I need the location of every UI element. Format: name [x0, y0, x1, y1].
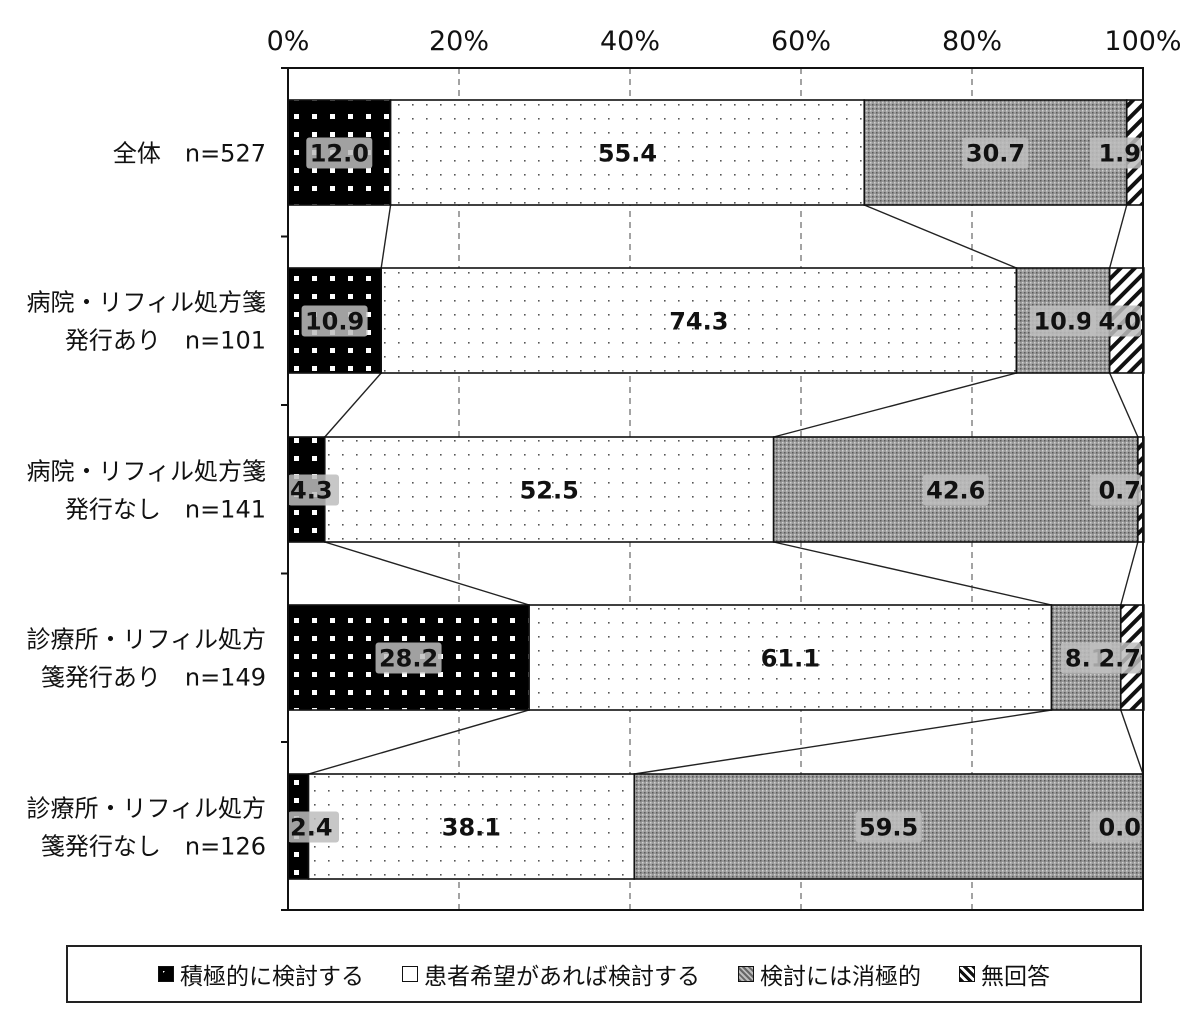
value-label-bg	[962, 137, 1029, 169]
value-label: 10.9	[1033, 308, 1092, 336]
bar-segment	[389, 99, 866, 206]
series-line	[380, 204, 392, 269]
value-label: 74.3	[669, 308, 728, 336]
legend-label: 積極的に検討する	[180, 964, 364, 990]
value-label-bg	[1090, 474, 1141, 506]
series-connector-lines	[308, 204, 1144, 775]
legend-item: 無回答	[959, 957, 1050, 991]
x-tick-label: 80%	[942, 26, 1002, 57]
category-label: 発行あり n=101	[65, 327, 266, 355]
x-tick-label: 20%	[429, 26, 489, 57]
value-label: 2.4	[290, 814, 333, 842]
category-label: 病院・リフィル処方箋	[26, 458, 266, 486]
series-line	[773, 372, 1017, 438]
series-line	[864, 204, 1017, 269]
value-label: 2.7	[1098, 645, 1141, 673]
value-label: 42.6	[926, 477, 985, 505]
bar-segment	[323, 436, 775, 543]
category-label: 全体 n=527	[113, 140, 266, 168]
value-label: 38.1	[442, 814, 501, 842]
axes: 0% 20% 40% 60% 80% 100%全体 n=527病院・リフィル処方箋発行あり…	[26, 26, 1182, 911]
x-tick-label: 100%	[1104, 26, 1181, 57]
value-label-bg	[301, 305, 368, 337]
value-label: 30.7	[966, 140, 1025, 168]
plot-frame	[287, 67, 1144, 911]
value-label: 0.7	[1098, 477, 1141, 505]
value-label-bg	[1090, 811, 1141, 843]
value-label-bg	[922, 474, 989, 506]
value-label-bg	[855, 811, 922, 843]
value-label-bg	[1090, 305, 1141, 337]
legend: 積極的に検討する 患者希望があれば検討する 検討には消極的 無回答	[66, 945, 1142, 1003]
value-label-bg	[1030, 305, 1097, 337]
category-label: 診療所・リフィル処方	[26, 795, 266, 823]
value-label: 4.3	[290, 477, 333, 505]
category-label: 発行なし n=141	[65, 496, 266, 524]
value-label-bg	[288, 811, 339, 843]
value-label-bg	[1090, 137, 1141, 169]
value-label-bg	[306, 137, 373, 169]
bar-segment	[380, 267, 1018, 374]
value-label: 0.0	[1098, 814, 1141, 842]
legend-label: 検討には消極的	[760, 964, 921, 990]
legend-label: 患者希望があれば検討する	[424, 964, 700, 990]
series-line	[308, 709, 530, 775]
bar-segment	[528, 604, 1053, 711]
legend-swatch	[738, 966, 754, 982]
value-label-bg	[375, 642, 442, 674]
series-line	[324, 372, 382, 438]
legend-swatch	[402, 966, 418, 982]
value-labels: 12.0 55.4 30.7 1.910.9 74.3 10.9 4.04.3 52.5 42.…	[288, 137, 1141, 843]
series-line	[773, 541, 1052, 606]
value-label: 28.2	[379, 645, 438, 673]
value-label: 52.5	[520, 477, 579, 505]
series-line	[1108, 204, 1128, 269]
series-line	[634, 709, 1052, 775]
value-label: 1.9	[1098, 140, 1141, 168]
value-label: 61.1	[761, 645, 820, 673]
value-label: 4.0	[1098, 308, 1141, 336]
series-line	[1120, 541, 1139, 606]
category-label: 病院・リフィル処方箋	[26, 289, 266, 317]
legend-swatch	[959, 966, 975, 982]
value-label: 59.5	[859, 814, 918, 842]
value-label: 10.9	[305, 308, 364, 336]
series-line	[1109, 372, 1139, 438]
x-tick-label: 40%	[600, 26, 660, 57]
category-label: 診療所・リフィル処方	[26, 626, 266, 654]
legend-label: 無回答	[981, 964, 1050, 990]
category-label: 箋発行あり n=149	[41, 664, 266, 692]
legend-swatch	[158, 966, 174, 982]
value-label-bg	[288, 474, 339, 506]
value-label-bg	[1090, 642, 1141, 674]
legend-item: 患者希望があれば検討する	[402, 957, 700, 991]
series-line	[1120, 709, 1144, 775]
x-tick-label: 0%	[267, 26, 310, 57]
series-line	[324, 541, 530, 606]
category-label: 箋発行なし n=126	[41, 833, 266, 861]
value-label: 12.0	[310, 140, 369, 168]
x-tick-label: 60%	[771, 26, 831, 57]
value-label: 55.4	[598, 140, 657, 168]
legend-item: 積極的に検討する	[158, 957, 364, 991]
legend-item: 検討には消極的	[738, 957, 921, 991]
